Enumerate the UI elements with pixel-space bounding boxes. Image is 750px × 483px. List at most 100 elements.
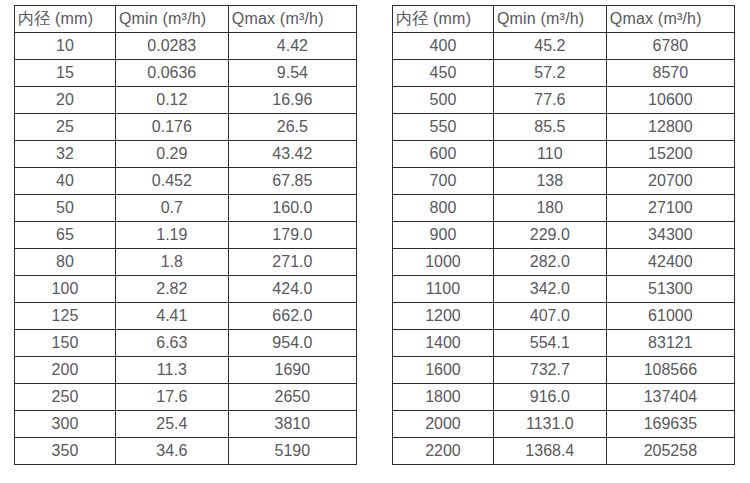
table-cell: 42400: [606, 249, 734, 276]
table-cell: 900: [393, 222, 494, 249]
table-row: 60011015200: [393, 141, 735, 168]
column-header-qmin: Qmin (m³/h): [493, 6, 606, 33]
table-cell: 110: [493, 141, 606, 168]
table-row: 1400554.183121: [393, 330, 735, 357]
table-cell: 169635: [606, 411, 734, 438]
table-row: 55085.512800: [393, 114, 735, 141]
table-cell: 51300: [606, 276, 734, 303]
table-cell: 17.6: [115, 384, 228, 411]
table-row: 22001368.4205258: [393, 438, 735, 465]
table-cell: 271.0: [228, 249, 356, 276]
table-cell: 34.6: [115, 438, 228, 465]
table-row: 250.17626.5: [15, 114, 357, 141]
table-cell: 80: [15, 249, 116, 276]
table-row: 70013820700: [393, 168, 735, 195]
column-header-diameter: 内径 (mm): [393, 6, 494, 33]
table-cell: 3810: [228, 411, 356, 438]
table-row: 1100342.051300: [393, 276, 735, 303]
table-cell: 800: [393, 195, 494, 222]
table-header: 内径 (mm) Qmin (m³/h) Qmax (m³/h): [15, 6, 357, 33]
table-row: 1800916.0137404: [393, 384, 735, 411]
column-header-qmin: Qmin (m³/h): [115, 6, 228, 33]
table-cell: 57.2: [493, 60, 606, 87]
table-cell: 45.2: [493, 33, 606, 60]
table-cell: 732.7: [493, 357, 606, 384]
table-body: 100.02834.42150.06369.54200.1216.96250.1…: [15, 33, 357, 465]
flow-spec-tables: 内径 (mm) Qmin (m³/h) Qmax (m³/h) 100.0283…: [0, 0, 750, 465]
table-cell: 916.0: [493, 384, 606, 411]
table-cell: 1690: [228, 357, 356, 384]
table-row: 25017.62650: [15, 384, 357, 411]
table-cell: 4.42: [228, 33, 356, 60]
table-cell: 67.85: [228, 168, 356, 195]
table-row: 1002.82424.0: [15, 276, 357, 303]
flow-table-small-diameters: 内径 (mm) Qmin (m³/h) Qmax (m³/h) 100.0283…: [14, 5, 357, 465]
table-cell: 6.63: [115, 330, 228, 357]
table-cell: 600: [393, 141, 494, 168]
table-cell: 138: [493, 168, 606, 195]
table-row: 80018027100: [393, 195, 735, 222]
table-cell: 12800: [606, 114, 734, 141]
table-cell: 150: [15, 330, 116, 357]
table-cell: 10: [15, 33, 116, 60]
table-row: 150.06369.54: [15, 60, 357, 87]
table-row: 45057.28570: [393, 60, 735, 87]
table-cell: 27100: [606, 195, 734, 222]
table-cell: 550: [393, 114, 494, 141]
table-cell: 205258: [606, 438, 734, 465]
table-row: 40045.26780: [393, 33, 735, 60]
table-cell: 350: [15, 438, 116, 465]
table-cell: 0.29: [115, 141, 228, 168]
table-cell: 500: [393, 87, 494, 114]
table-cell: 1131.0: [493, 411, 606, 438]
table-cell: 407.0: [493, 303, 606, 330]
flow-table-large-diameters: 内径 (mm) Qmin (m³/h) Qmax (m³/h) 40045.26…: [392, 5, 735, 465]
table-cell: 0.0636: [115, 60, 228, 87]
table-cell: 43.42: [228, 141, 356, 168]
table-cell: 160.0: [228, 195, 356, 222]
table-cell: 2200: [393, 438, 494, 465]
table-cell: 1800: [393, 384, 494, 411]
column-header-qmax: Qmax (m³/h): [228, 6, 356, 33]
table-row: 200.1216.96: [15, 87, 357, 114]
table-cell: 32: [15, 141, 116, 168]
table-row: 801.8271.0: [15, 249, 357, 276]
table-body: 40045.2678045057.2857050077.61060055085.…: [393, 33, 735, 465]
table-cell: 16.96: [228, 87, 356, 114]
table-cell: 1.8: [115, 249, 228, 276]
table-row: 1254.41662.0: [15, 303, 357, 330]
table-cell: 11.3: [115, 357, 228, 384]
table-cell: 15: [15, 60, 116, 87]
table-cell: 10600: [606, 87, 734, 114]
table-cell: 2000: [393, 411, 494, 438]
table-row: 1600732.7108566: [393, 357, 735, 384]
table-cell: 0.12: [115, 87, 228, 114]
table-cell: 400: [393, 33, 494, 60]
table-cell: 15200: [606, 141, 734, 168]
table-cell: 954.0: [228, 330, 356, 357]
table-cell: 1600: [393, 357, 494, 384]
table-row: 20011.31690: [15, 357, 357, 384]
table-row: 1506.63954.0: [15, 330, 357, 357]
table-cell: 6780: [606, 33, 734, 60]
table-cell: 108566: [606, 357, 734, 384]
table-header: 内径 (mm) Qmin (m³/h) Qmax (m³/h): [393, 6, 735, 33]
table-cell: 2.82: [115, 276, 228, 303]
table-row: 20001131.0169635: [393, 411, 735, 438]
header-row: 内径 (mm) Qmin (m³/h) Qmax (m³/h): [15, 6, 357, 33]
table-cell: 2650: [228, 384, 356, 411]
table-cell: 300: [15, 411, 116, 438]
table-cell: 200: [15, 357, 116, 384]
table-cell: 125: [15, 303, 116, 330]
table-cell: 9.54: [228, 60, 356, 87]
table-cell: 700: [393, 168, 494, 195]
table-cell: 100: [15, 276, 116, 303]
column-header-diameter: 内径 (mm): [15, 6, 116, 33]
table-cell: 0.0283: [115, 33, 228, 60]
table-cell: 0.7: [115, 195, 228, 222]
table-cell: 282.0: [493, 249, 606, 276]
table-cell: 0.176: [115, 114, 228, 141]
table-cell: 1400: [393, 330, 494, 357]
table-row: 30025.43810: [15, 411, 357, 438]
table-row: 35034.65190: [15, 438, 357, 465]
